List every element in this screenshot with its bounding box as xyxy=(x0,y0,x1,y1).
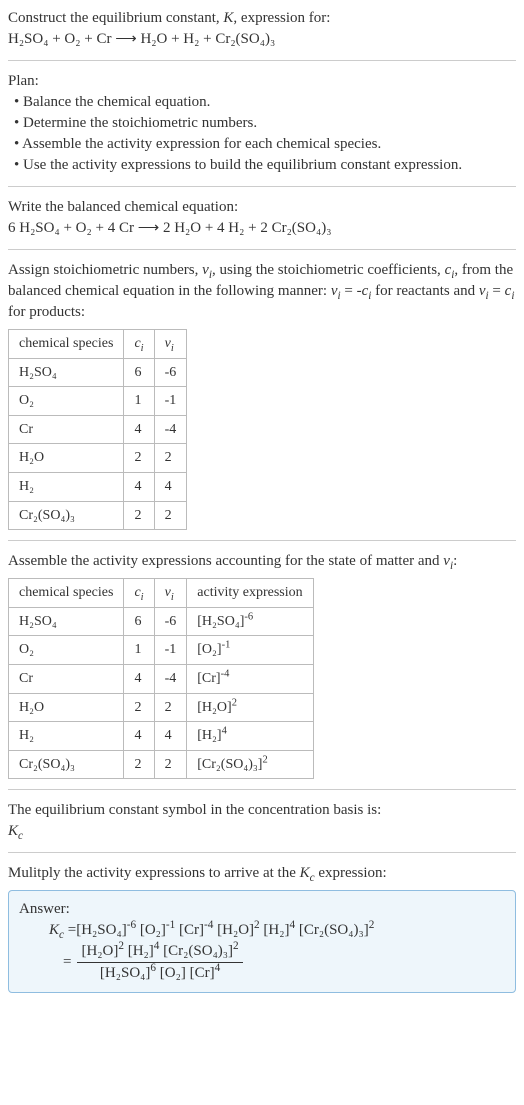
answer-box: Answer: Kc = [H₂SO₄]-6 [O₂]-1 [Cr]-4 [H₂… xyxy=(8,890,516,993)
table-row: Cr₂(SO₄)₃22[Cr₂(SO₄)₃]2 xyxy=(9,750,314,779)
answer-fraction-line: = [H₂O]2 [H₂]4 [Cr₂(SO₄)₃]2 [H₂SO₄]6 [O₂… xyxy=(49,941,505,984)
answer-expression: Kc = [H₂SO₄]-6 [O₂]-1 [Cr]-4 [H₂O]2 [H₂]… xyxy=(49,920,505,941)
kc-prefix: Kc = xyxy=(49,920,76,941)
plan-item: • Balance the chemical equation. xyxy=(14,92,516,113)
table-row: H₂44[H₂]4 xyxy=(9,722,314,751)
col-vi: νi xyxy=(154,330,187,359)
table-row: O₂1-1[O₂]-1 xyxy=(9,636,314,665)
activity-table: chemical species ci νi activity expressi… xyxy=(8,578,314,779)
plan-item: • Use the activity expressions to build … xyxy=(14,155,516,176)
plan-title: Plan: xyxy=(8,71,516,92)
col-ci: ci xyxy=(124,330,154,359)
multiply-section: Mulitply the activity expressions to arr… xyxy=(8,863,516,1003)
balanced-equation: 6 H₂SO₄ + O₂ + 4 Cr ⟶ 2 H₂O + 4 H₂ + 2 C… xyxy=(8,218,516,239)
multiply-title: Mulitply the activity expressions to arr… xyxy=(8,863,516,884)
plan-item: • Assemble the activity expression for e… xyxy=(14,134,516,155)
plan-item: • Determine the stoichiometric numbers. xyxy=(14,113,516,134)
fraction-denominator: [H₂SO₄]6 [O₂] [Cr]4 xyxy=(77,963,242,984)
symbol-kc: Kc xyxy=(8,821,516,842)
table-header-row: chemical species ci νi xyxy=(9,330,187,359)
intro-section: Construct the equilibrium constant, K, e… xyxy=(8,8,516,61)
activity-section: Assemble the activity expressions accoun… xyxy=(8,551,516,790)
table-row: H₂44 xyxy=(9,472,187,501)
table-row: O₂1-1 xyxy=(9,387,187,416)
table-row: H₂O22[H₂O]2 xyxy=(9,693,314,722)
answer-label: Answer: xyxy=(19,899,505,920)
col-vi: νi xyxy=(154,579,187,608)
intro-equation: H₂SO₄ + O₂ + Cr ⟶ H₂O + H₂ + Cr₂(SO₄)₃ xyxy=(8,29,516,50)
table-row: Cr4-4[Cr]-4 xyxy=(9,664,314,693)
symbol-section: The equilibrium constant symbol in the c… xyxy=(8,800,516,853)
table-row: Cr₂(SO₄)₃22 xyxy=(9,501,187,530)
table-row: H₂O22 xyxy=(9,444,187,473)
assign-text: Assign stoichiometric numbers, νi, using… xyxy=(8,260,516,323)
table-row: H₂SO₄6-6 xyxy=(9,358,187,387)
col-ci: ci xyxy=(124,579,154,608)
fraction: [H₂O]2 [H₂]4 [Cr₂(SO₄)₃]2 [H₂SO₄]6 [O₂] … xyxy=(77,941,242,984)
col-species: chemical species xyxy=(9,579,124,608)
table-row: Cr4-4 xyxy=(9,415,187,444)
eq-sign: = xyxy=(63,952,71,973)
table-header-row: chemical species ci νi activity expressi… xyxy=(9,579,314,608)
flat-terms: [H₂SO₄]-6 [O₂]-1 [Cr]-4 [H₂O]2 [H₂]4 [Cr… xyxy=(76,920,374,941)
balanced-section: Write the balanced chemical equation: 6 … xyxy=(8,197,516,250)
assign-table: chemical species ci νi H₂SO₄6-6 O₂1-1 Cr… xyxy=(8,329,187,530)
plan-section: Plan: • Balance the chemical equation. •… xyxy=(8,71,516,187)
intro-line1: Construct the equilibrium constant, K, e… xyxy=(8,8,516,29)
table-row: H₂SO₄6-6[H₂SO₄]-6 xyxy=(9,607,314,636)
col-species: chemical species xyxy=(9,330,124,359)
assign-section: Assign stoichiometric numbers, νi, using… xyxy=(8,260,516,541)
activity-title: Assemble the activity expressions accoun… xyxy=(8,551,516,572)
col-activity: activity expression xyxy=(187,579,313,608)
symbol-line1: The equilibrium constant symbol in the c… xyxy=(8,800,516,821)
balanced-title: Write the balanced chemical equation: xyxy=(8,197,516,218)
fraction-numerator: [H₂O]2 [H₂]4 [Cr₂(SO₄)₃]2 xyxy=(77,941,242,963)
